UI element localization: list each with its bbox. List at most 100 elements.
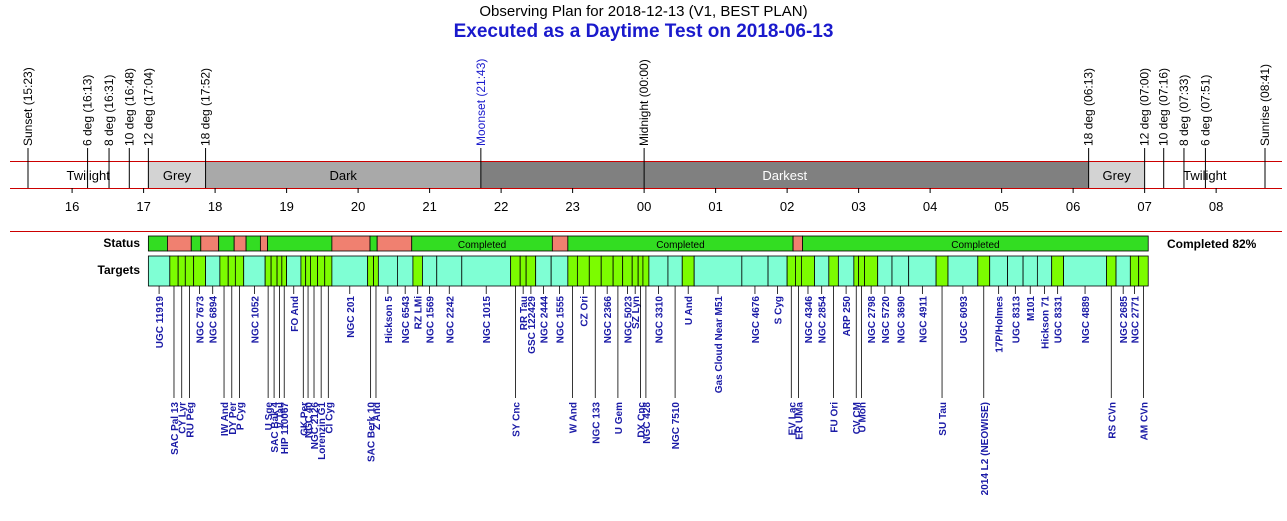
hour-label: 21 [422, 199, 436, 214]
target-label: SY Cnc [511, 402, 522, 437]
event-label: Midnight (00:00) [637, 59, 651, 146]
target-label: ARP 250 [842, 296, 853, 337]
target-block [1063, 255, 1107, 287]
target-label: NGC 2854 [818, 296, 829, 344]
target-label: NGC 5720 [881, 296, 892, 344]
event-label: 12 deg (07:00) [1138, 68, 1152, 146]
target-label: M101 [1026, 296, 1037, 321]
event-label: 10 deg (16:48) [122, 68, 136, 146]
status-segment-label: Completed [656, 240, 704, 251]
phase-segment [1144, 162, 1265, 188]
target-block [693, 255, 743, 287]
target-label: RU Peg [185, 402, 196, 438]
target-block [1138, 255, 1149, 287]
event-label: Sunset (15:23) [21, 67, 35, 146]
target-label: 17P/Holmes [995, 296, 1006, 353]
page-subtitle: Executed as a Daytime Test on 2018-06-13 [453, 21, 834, 42]
target-label: RZ LMi [414, 296, 425, 330]
phase-segment [148, 162, 206, 188]
target-block [989, 255, 1008, 287]
target-label: RS CVn [1107, 402, 1118, 439]
target-block [510, 255, 521, 287]
event-label: 8 deg (16:31) [102, 75, 116, 146]
target-label: NGC 7510 [671, 402, 682, 450]
target-block [877, 255, 893, 287]
target-block [397, 255, 414, 287]
hour-label: 05 [994, 199, 1008, 214]
target-block [281, 255, 288, 287]
target-block [305, 255, 311, 287]
target-label: FU Ori [830, 402, 841, 433]
targets-row-label: Targets [98, 263, 141, 277]
target-label: CY Lyr [178, 402, 189, 434]
hour-label: 17 [136, 199, 150, 214]
target-block [612, 255, 624, 287]
target-block [642, 255, 650, 287]
target-label: NGC 4346 [804, 296, 815, 344]
status-segment [259, 235, 268, 252]
hour-label: 16 [65, 199, 79, 214]
target-block [184, 255, 195, 287]
target-label: U Mon [858, 402, 869, 433]
target-block [270, 255, 278, 287]
target-label: NGC 133 [591, 402, 602, 444]
hour-label: 03 [851, 199, 865, 214]
hour-label: 18 [208, 199, 222, 214]
target-label: SAC Pal 13 [170, 402, 181, 455]
target-block [767, 255, 788, 287]
completed-summary: Completed 82% [1167, 237, 1257, 251]
target-label: NGC 2771 [1131, 296, 1142, 344]
target-label: V Tau [275, 402, 286, 428]
phase-segment [480, 162, 1089, 188]
target-block [588, 255, 602, 287]
target-label: UGC 11919 [155, 296, 166, 349]
target-label: Lorenzin G1 [317, 402, 328, 460]
target-label: UGC 8331 [1054, 296, 1065, 344]
status-segment [551, 235, 569, 252]
target-block [853, 255, 860, 287]
target-block [1036, 255, 1053, 287]
target-label: U Sge [264, 402, 275, 431]
target-label: Hickson 71 [1041, 296, 1052, 349]
target-block [550, 255, 569, 287]
target-label: IW And [220, 402, 231, 436]
phase-label: Dark [329, 168, 357, 183]
target-label: AM CVn [1139, 402, 1150, 440]
status-row-label: Status [103, 236, 140, 250]
target-block [947, 255, 979, 287]
target-block [1129, 255, 1140, 287]
target-label: NGC 5023 [623, 296, 634, 344]
status-segment-label: Completed [951, 240, 999, 251]
target-label: NGC 201 [346, 296, 357, 338]
event-label: Moonset (21:43) [474, 59, 488, 146]
target-label: NGC 7673 [196, 296, 207, 344]
target-block [422, 255, 438, 287]
status-segment [376, 235, 413, 252]
target-label: NGC 3690 [896, 296, 907, 344]
target-label: RR Tau [519, 296, 530, 330]
target-block [324, 255, 333, 287]
target-block [1051, 255, 1065, 287]
hour-label: 19 [279, 199, 293, 214]
target-block [219, 255, 229, 287]
status-segment [200, 235, 220, 252]
target-label: NGC 2685 [1119, 296, 1130, 344]
target-label: NGC 428 [642, 402, 653, 444]
target-block [243, 255, 266, 287]
target-block [227, 255, 236, 287]
target-label: CZ Ori [579, 296, 590, 327]
target-block [525, 255, 537, 287]
status-segment [369, 235, 378, 252]
target-block [276, 255, 283, 287]
target-label: CI Cyg [324, 402, 335, 434]
target-label: NGC 6543 [401, 296, 412, 344]
target-block [317, 255, 326, 287]
target-block [310, 255, 318, 287]
hour-label: 04 [923, 199, 937, 214]
target-block [377, 255, 398, 287]
target-label: NGC 2798 [867, 296, 878, 344]
target-label: U Gem [614, 402, 625, 434]
page-title-block: Observing Plan for 2018-12-13 (V1, BEST … [0, 3, 1287, 43]
target-block [331, 255, 369, 287]
